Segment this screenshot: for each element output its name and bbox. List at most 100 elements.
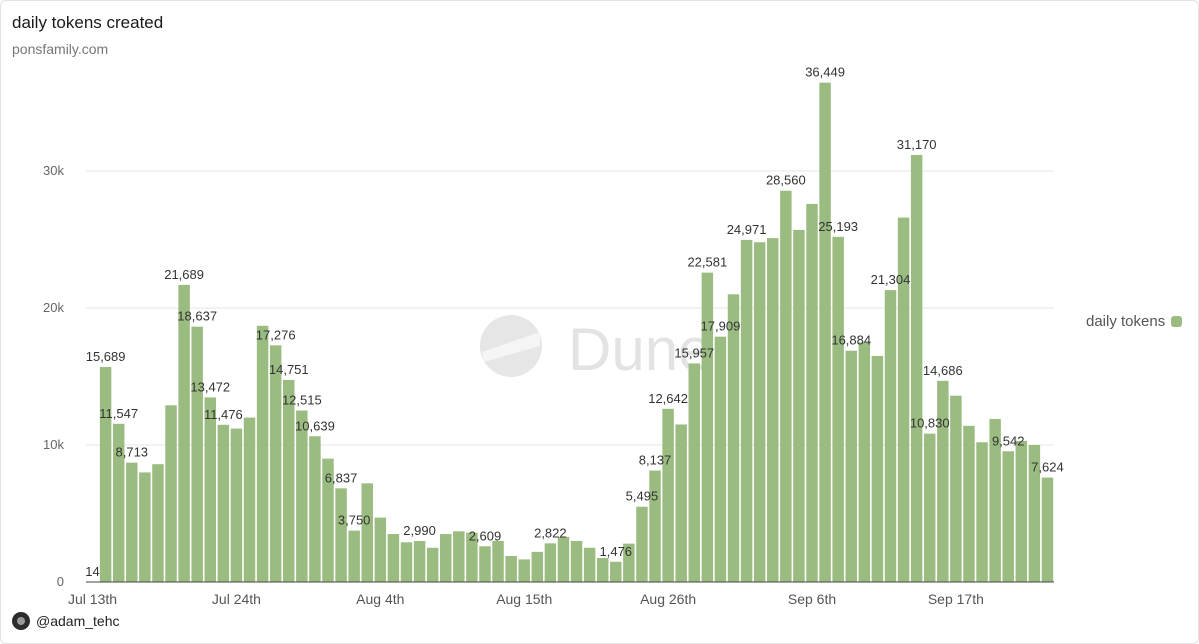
bar[interactable] xyxy=(413,541,426,582)
x-tick-label: Aug 26th xyxy=(640,591,696,607)
bar[interactable] xyxy=(243,417,256,582)
bar[interactable] xyxy=(780,190,792,583)
bar[interactable] xyxy=(217,424,230,582)
bar[interactable] xyxy=(505,555,517,582)
data-label: 6,837 xyxy=(325,470,358,485)
bar[interactable] xyxy=(269,345,282,582)
bar[interactable] xyxy=(714,336,727,582)
bar[interactable] xyxy=(740,239,753,582)
bar[interactable] xyxy=(1041,477,1054,582)
bar[interactable] xyxy=(910,154,923,582)
bar[interactable] xyxy=(937,380,949,582)
bar[interactable] xyxy=(963,425,975,582)
bar[interactable] xyxy=(636,506,648,582)
bar[interactable] xyxy=(230,428,243,582)
bar[interactable] xyxy=(753,242,766,583)
bar[interactable] xyxy=(191,326,203,582)
bar[interactable] xyxy=(884,290,897,582)
bar[interactable] xyxy=(701,272,714,582)
bar[interactable] xyxy=(623,543,635,582)
data-label: 12,642 xyxy=(648,391,688,406)
bar[interactable] xyxy=(165,405,177,582)
watermark: Dune xyxy=(480,315,711,383)
data-label: 25,193 xyxy=(818,219,858,234)
data-label: 28,560 xyxy=(766,173,806,188)
bar[interactable] xyxy=(1028,445,1041,582)
bar[interactable] xyxy=(453,531,465,582)
author-credit[interactable]: @adam_tehc xyxy=(12,612,119,630)
bar[interactable] xyxy=(976,442,988,582)
bar[interactable] xyxy=(544,543,557,582)
bar[interactable] xyxy=(283,379,295,582)
bar[interactable] xyxy=(1002,451,1014,582)
bar[interactable] xyxy=(688,363,701,582)
bar[interactable] xyxy=(649,470,661,582)
bar[interactable] xyxy=(570,540,583,582)
bar[interactable] xyxy=(819,82,831,583)
bar[interactable] xyxy=(466,532,478,582)
data-label: 9,542 xyxy=(992,433,1025,448)
bar[interactable] xyxy=(806,203,818,582)
bar[interactable] xyxy=(610,561,622,582)
bar[interactable] xyxy=(557,536,570,582)
legend-label: daily tokens xyxy=(1086,313,1166,330)
bar[interactable] xyxy=(518,559,530,582)
bar[interactable] xyxy=(479,546,491,582)
bar[interactable] xyxy=(858,342,871,582)
data-label: 10,639 xyxy=(295,418,335,433)
bar[interactable] xyxy=(112,423,125,582)
bar[interactable] xyxy=(139,472,151,582)
data-label: 31,170 xyxy=(897,137,937,152)
bar[interactable] xyxy=(400,542,413,582)
bar[interactable] xyxy=(439,534,452,582)
bar[interactable] xyxy=(793,229,805,582)
bar[interactable] xyxy=(1015,440,1028,582)
bar[interactable] xyxy=(204,397,217,582)
bar[interactable] xyxy=(348,530,360,583)
bar[interactable] xyxy=(492,540,504,582)
bar[interactable] xyxy=(662,408,674,582)
x-tick-label: Sep 17th xyxy=(928,591,984,607)
bar[interactable] xyxy=(178,284,190,582)
bar[interactable] xyxy=(256,325,269,582)
bar[interactable] xyxy=(99,367,112,582)
legend[interactable]: daily tokens xyxy=(1086,313,1183,330)
data-label: 5,495 xyxy=(626,489,659,504)
bar[interactable] xyxy=(126,462,138,582)
bar[interactable] xyxy=(335,488,347,582)
bar[interactable] xyxy=(989,418,1001,582)
bar[interactable] xyxy=(361,483,373,582)
bar[interactable] xyxy=(583,547,596,582)
bar[interactable] xyxy=(832,236,844,583)
bar[interactable] xyxy=(296,410,308,582)
bar[interactable] xyxy=(897,217,910,582)
bar[interactable] xyxy=(767,238,779,582)
bar[interactable] xyxy=(923,433,936,582)
data-label: 8,137 xyxy=(639,453,672,468)
bar[interactable] xyxy=(152,464,164,582)
author-handle: @adam_tehc xyxy=(36,613,120,629)
chart-title: daily tokens created xyxy=(12,13,164,32)
chart-subtitle: ponsfamily.com xyxy=(12,41,109,57)
data-label: 21,304 xyxy=(871,272,911,287)
bar[interactable] xyxy=(950,395,962,582)
avatar xyxy=(12,612,30,630)
bars xyxy=(86,82,1054,583)
data-label: 15,689 xyxy=(86,349,126,364)
bar[interactable] xyxy=(845,350,857,582)
bar[interactable] xyxy=(675,424,687,582)
bar[interactable] xyxy=(426,547,439,582)
data-label: 17,909 xyxy=(701,319,741,334)
data-label: 22,581 xyxy=(687,255,727,270)
bar[interactable] xyxy=(531,551,544,582)
bar[interactable] xyxy=(374,517,387,582)
bar[interactable] xyxy=(871,355,884,582)
bar[interactable] xyxy=(322,458,334,582)
bar[interactable] xyxy=(596,558,609,582)
bar[interactable] xyxy=(309,436,321,582)
bar[interactable] xyxy=(727,294,740,582)
data-label: 11,476 xyxy=(204,407,243,422)
data-label: 16,884 xyxy=(831,333,871,348)
bar[interactable] xyxy=(387,534,400,582)
